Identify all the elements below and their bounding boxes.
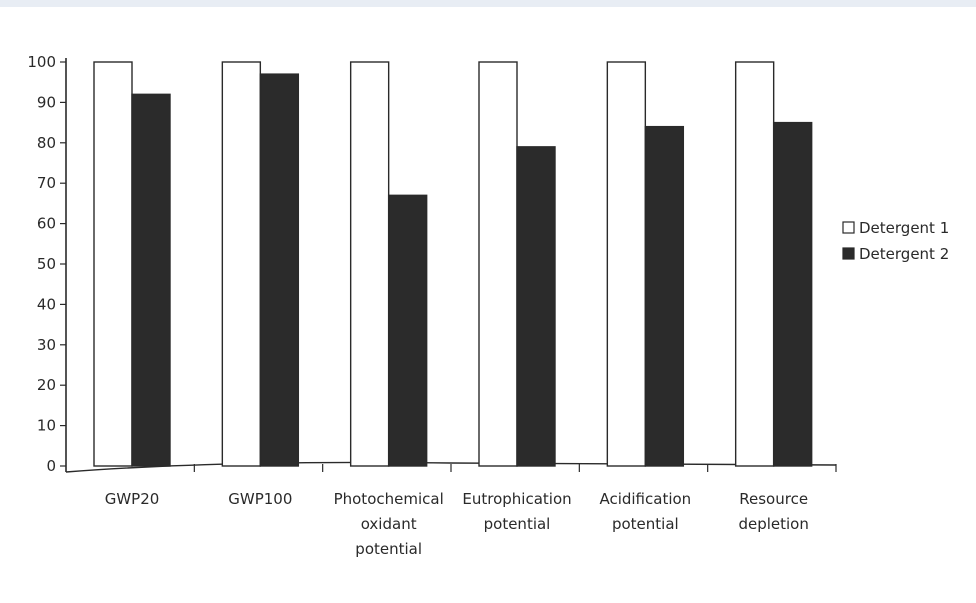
y-tick-label: 90 <box>37 93 56 111</box>
bar-detergent-2 <box>260 74 298 466</box>
y-tick-label: 30 <box>37 336 56 354</box>
x-axis-labels: GWP20 GWP100 Photochemical oxidant potential… <box>105 490 809 558</box>
y-tick-label: 100 <box>27 53 56 71</box>
legend-swatch <box>843 222 854 233</box>
bar-detergent-1 <box>736 62 774 466</box>
x-category-label: potential <box>355 540 422 558</box>
x-category-label: oxidant <box>361 515 417 533</box>
y-tick-label: 0 <box>46 457 56 475</box>
bar-detergent-2 <box>645 127 683 466</box>
bar-detergent-1 <box>222 62 260 466</box>
y-tick-label: 10 <box>37 417 56 435</box>
bar-detergent-1 <box>351 62 389 466</box>
legend-swatch <box>843 248 854 259</box>
bar-detergent-2 <box>132 94 170 466</box>
y-tick-label: 70 <box>37 174 56 192</box>
chart-axes <box>66 58 836 472</box>
x-category-label: Photochemical <box>334 490 444 508</box>
bar-detergent-2 <box>389 195 427 466</box>
y-tick-label: 20 <box>37 376 56 394</box>
bar-detergent-1 <box>94 62 132 466</box>
y-axis-ticks: 0 10 20 30 40 50 60 70 80 90 100 <box>27 53 66 475</box>
chart-bars <box>94 62 812 466</box>
x-category-label: potential <box>484 515 551 533</box>
bar-detergent-2 <box>517 147 555 466</box>
x-category-label: Resource <box>739 490 808 508</box>
bar-detergent-1 <box>479 62 517 466</box>
x-category-label: Eutrophication <box>462 490 571 508</box>
legend-label: Detergent 2 <box>859 245 949 263</box>
bar-detergent-1 <box>607 62 645 466</box>
x-category-label: depletion <box>738 515 808 533</box>
x-category-label: GWP20 <box>105 490 160 508</box>
y-tick-label: 60 <box>37 215 56 233</box>
x-category-label: Acidification <box>599 490 691 508</box>
y-tick-label: 80 <box>37 134 56 152</box>
y-tick-label: 50 <box>37 255 56 273</box>
legend-label: Detergent 1 <box>859 219 949 237</box>
y-tick-label: 40 <box>37 295 56 313</box>
x-category-label: potential <box>612 515 679 533</box>
bar-detergent-2 <box>774 123 812 466</box>
x-category-label: GWP100 <box>228 490 292 508</box>
chart-legend: Detergent 1 Detergent 2 <box>843 219 949 263</box>
